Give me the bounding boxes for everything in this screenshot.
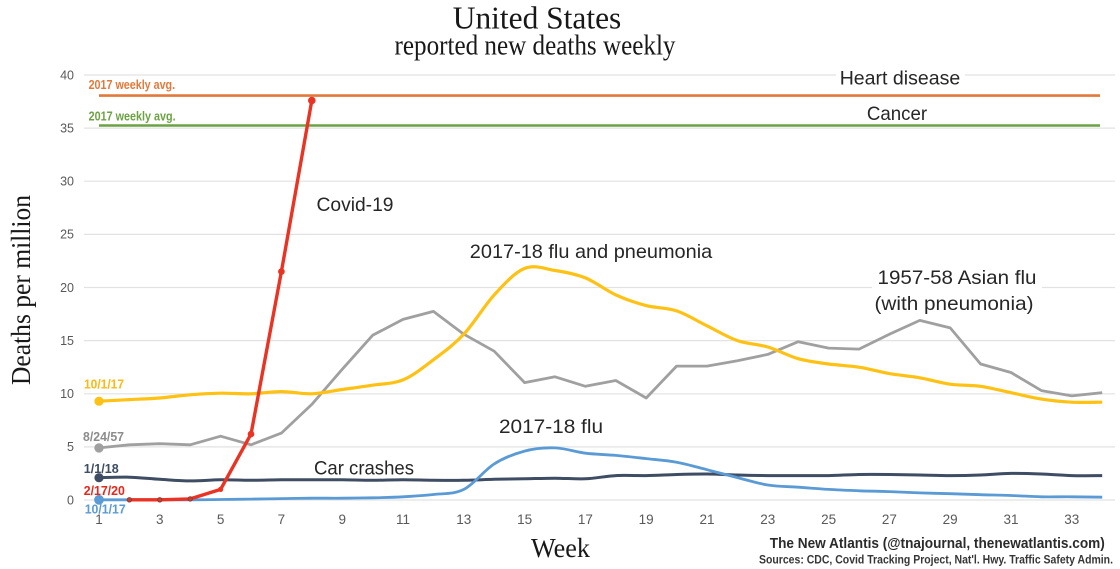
svg-text:1: 1 [95,512,103,527]
svg-text:Week: Week [531,533,590,563]
svg-text:25: 25 [60,228,74,242]
svg-text:13: 13 [456,512,471,527]
svg-text:8/24/57: 8/24/57 [83,429,124,444]
svg-text:2017-18 flu: 2017-18 flu [499,416,603,438]
svg-text:The New Atlantis (@tnajournal,: The New Atlantis (@tnajournal, thenewatl… [770,536,1105,552]
svg-text:Covid-19: Covid-19 [317,194,394,216]
svg-text:1957-58 Asian flu: 1957-58 Asian flu [878,267,1037,289]
svg-text:2017-18 flu and pneumonia: 2017-18 flu and pneumonia [470,241,713,263]
svg-text:17: 17 [578,512,593,527]
svg-text:35: 35 [60,121,74,135]
svg-text:10/1/17: 10/1/17 [84,377,124,392]
svg-text:5: 5 [217,512,225,527]
svg-text:21: 21 [699,512,714,527]
svg-text:reported new deaths weekly: reported new deaths weekly [395,31,676,62]
svg-text:2/17/20: 2/17/20 [84,483,125,498]
svg-text:Deaths per million: Deaths per million [6,195,36,385]
svg-text:5: 5 [67,440,74,454]
svg-text:7: 7 [278,512,286,527]
svg-text:United States: United States [453,0,622,36]
svg-text:31: 31 [1003,512,1018,527]
svg-text:15: 15 [517,512,532,527]
svg-text:2017 weekly avg.: 2017 weekly avg. [89,77,176,92]
svg-text:23: 23 [760,512,775,527]
svg-text:33: 33 [1064,512,1079,527]
svg-text:30: 30 [60,175,74,189]
svg-text:9: 9 [338,512,346,527]
svg-text:20: 20 [60,281,74,295]
svg-text:3: 3 [156,512,164,527]
svg-text:Sources: CDC, Covid Tracking P: Sources: CDC, Covid Tracking Project, Na… [759,553,1113,567]
svg-text:25: 25 [821,512,836,527]
svg-text:1/1/18: 1/1/18 [84,461,119,476]
svg-text:0: 0 [67,493,74,507]
svg-text:11: 11 [396,512,410,527]
svg-text:10: 10 [60,387,74,401]
svg-text:29: 29 [943,512,958,527]
svg-text:15: 15 [60,334,74,348]
svg-text:2017 weekly avg.: 2017 weekly avg. [89,109,176,124]
svg-text:10/1/17: 10/1/17 [85,502,126,517]
svg-text:Heart disease: Heart disease [840,68,961,90]
svg-text:40: 40 [60,68,74,82]
svg-text:27: 27 [882,512,897,527]
svg-text:Cancer: Cancer [867,103,928,125]
svg-text:(with pneumonia): (with pneumonia) [875,293,1034,315]
svg-text:Car crashes: Car crashes [314,458,414,480]
svg-text:19: 19 [639,512,654,527]
